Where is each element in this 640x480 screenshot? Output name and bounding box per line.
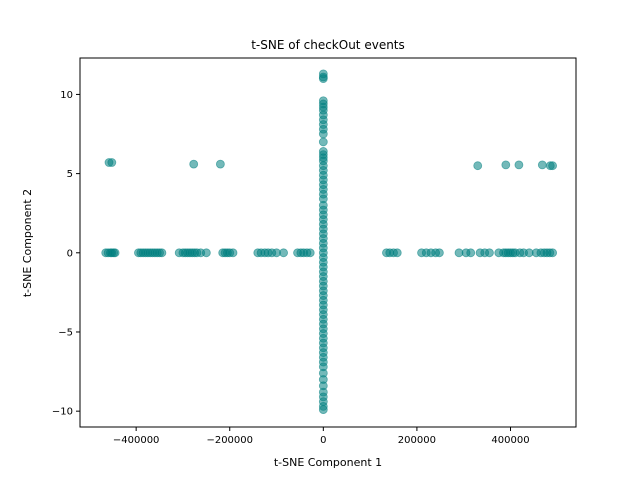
data-point [548,248,557,258]
x-tick-label: 400000 [491,435,529,446]
x-tick-label: 0 [320,435,326,446]
y-axis-label: t-SNE Component 2 [21,189,34,297]
y-axis: −10 −5 0 5 10 [52,90,80,418]
data-point [318,74,328,83]
chart-title: t-SNE of checkOut events [251,38,405,52]
data-point [501,160,511,170]
data-point [279,248,288,258]
x-axis: −400000 −200000 0 200000 400000 [113,427,530,446]
data-point [392,248,402,258]
data-point [318,405,328,414]
data-point [473,161,483,171]
x-tick-label: −400000 [113,435,160,446]
data-point [228,248,238,258]
y-tick-label: −10 [52,407,73,418]
y-tick-label: 5 [67,169,73,180]
data-point [157,248,167,258]
data-point [466,248,476,258]
x-tick-label: 200000 [398,435,436,446]
y-tick-label: 10 [60,90,73,101]
plot-frame [79,57,577,428]
y-tick-label: 0 [67,248,73,259]
data-point [107,158,117,167]
points-layer [101,69,557,414]
x-axis-label: t-SNE Component 1 [274,456,382,469]
data-point [434,248,444,258]
data-point [318,137,328,147]
data-point [537,160,547,170]
data-point [110,248,120,258]
data-point [485,248,494,258]
data-point [215,159,225,169]
data-point [305,248,315,258]
data-point [548,161,557,171]
data-point [201,248,211,258]
data-point [318,129,328,139]
data-point [514,160,524,170]
y-tick-label: −5 [58,327,73,338]
x-tick-label: −200000 [206,435,253,446]
data-point [189,159,199,169]
